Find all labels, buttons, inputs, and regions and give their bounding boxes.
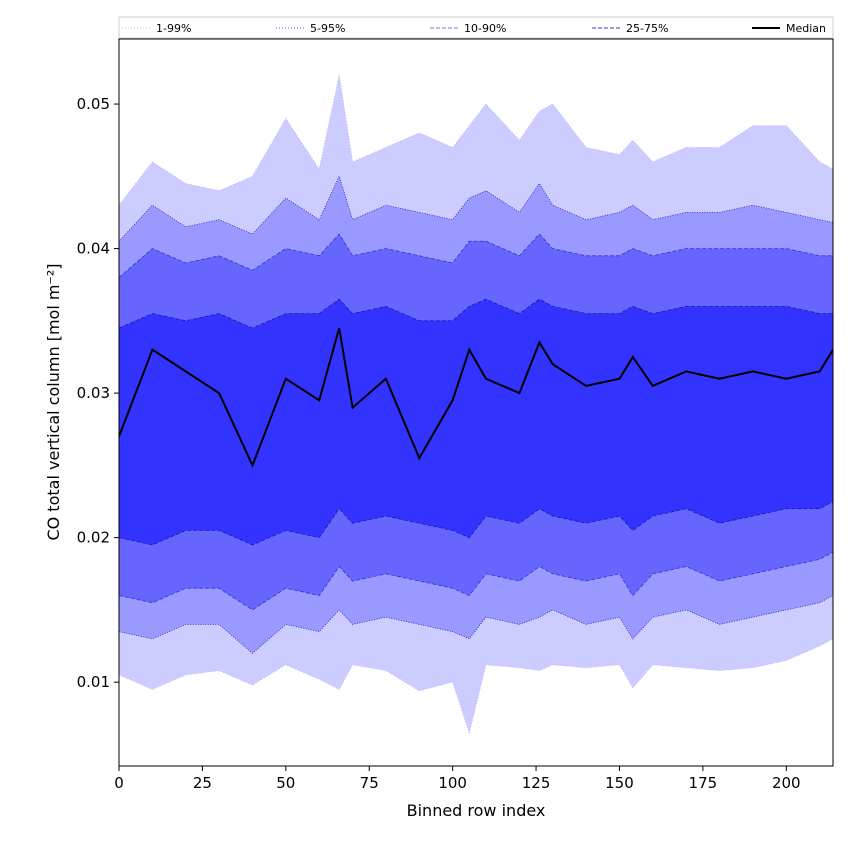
- legend-label-10-90pct: 10-90%: [464, 22, 506, 35]
- band-edge-upper-5-95pct: [119, 175, 833, 242]
- band-edge-lower-25-75pct: [119, 501, 833, 546]
- band-edge-lower-5-95pct: [119, 595, 833, 654]
- legend-label-25-75pct: 25-75%: [626, 22, 668, 35]
- y-tick-label: 0.03: [77, 384, 110, 402]
- y-tick-label: 0.02: [77, 529, 110, 547]
- x-tick-label: 200: [772, 774, 801, 792]
- legend-label-5-95pct: 5-95%: [310, 22, 345, 35]
- x-tick-label: 150: [605, 774, 634, 792]
- y-axis: 0.01 0.02 0.03 0.04 0.05: [77, 95, 119, 691]
- x-tick-label: 125: [522, 774, 551, 792]
- y-tick-label: 0.04: [77, 240, 110, 258]
- median-line: [119, 327, 833, 468]
- plot-frame: [118, 38, 834, 767]
- x-tick-label: 25: [193, 774, 212, 792]
- plot-area: [119, 75, 833, 735]
- legend-label-Median: Median: [786, 22, 826, 35]
- legend-label-1-99pct: 1-99%: [156, 22, 191, 35]
- legend: 1-99% 5-95% 10-90% 25-75% Median: [118, 16, 834, 39]
- y-tick-label: 0.01: [77, 673, 110, 691]
- legend-box: [118, 16, 834, 39]
- band-edge-upper-10-90pct: [119, 233, 833, 278]
- x-tick-label: 0: [114, 774, 124, 792]
- band-edge-upper-1-99pct: [119, 75, 833, 206]
- band-edge-upper-25-75pct: [119, 298, 833, 329]
- y-tick-label: 0.05: [77, 95, 110, 113]
- y-axis-label: CO total vertical column [mol m⁻²]: [44, 263, 63, 540]
- x-tick-label: 100: [438, 774, 467, 792]
- x-axis: 0 25 50 75 100 125 150 175 200: [114, 766, 801, 792]
- x-tick-label: 175: [689, 774, 718, 792]
- x-tick-label: 50: [276, 774, 295, 792]
- x-axis-label: Binned row index: [407, 801, 546, 820]
- band-edge-lower-10-90pct: [119, 551, 833, 611]
- band-edge-lower-1-99pct: [119, 638, 833, 735]
- x-tick-label: 75: [360, 774, 379, 792]
- band-25-75pct: [119, 299, 833, 545]
